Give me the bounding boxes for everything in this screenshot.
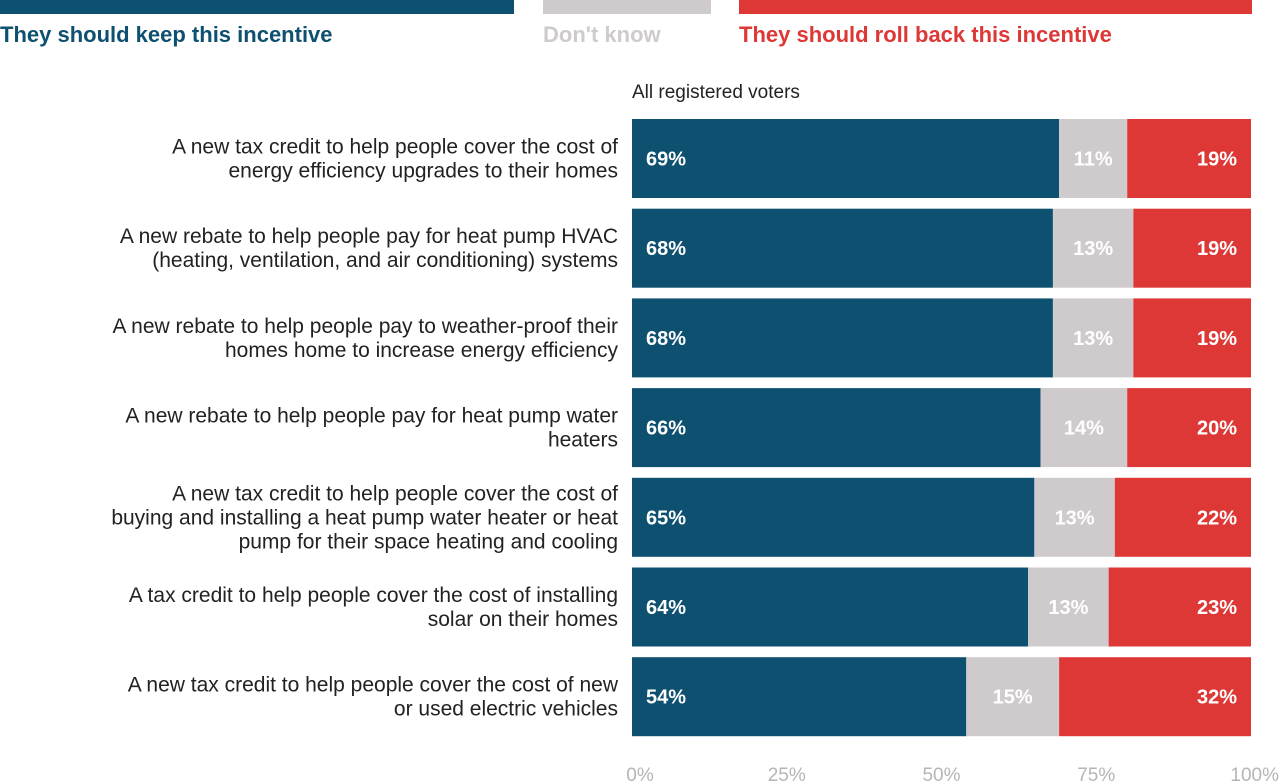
value-label-3-series-1: 14%: [1064, 418, 1104, 440]
category-label-4-line-2: pump for their space heating and cooling: [239, 530, 618, 553]
value-label-4-series-2: 22%: [1197, 507, 1237, 529]
chart-subtitle: All registered voters: [632, 82, 800, 103]
value-label-1-series-2: 19%: [1197, 238, 1237, 260]
category-label-4-line-0: A new tax credit to help people cover th…: [172, 482, 618, 505]
value-label-5-series-1: 13%: [1048, 597, 1088, 619]
category-label-5-line-1: solar on their homes: [428, 608, 618, 631]
bar-6-series-1: [966, 657, 1060, 737]
legend-label-2: They should roll back this incentive: [739, 22, 1112, 47]
bar-1-series-1: [1052, 208, 1134, 288]
value-label-4-series-1: 13%: [1055, 507, 1095, 529]
bar-4-series-0: [632, 477, 1035, 557]
bar-5-series-2: [1108, 567, 1251, 647]
bar-0-series-2: [1127, 119, 1251, 198]
bar-3-series-1: [1040, 388, 1128, 468]
legend-label-1: Don't know: [543, 22, 662, 47]
bar-5-series-0: [632, 567, 1029, 647]
category-label-1-line-1: (heating, ventilation, and air condition…: [152, 249, 618, 272]
legend-swatch-2: [739, 0, 1252, 14]
value-label-1-series-1: 13%: [1073, 238, 1113, 260]
value-label-1-series-0: 68%: [646, 238, 686, 260]
bar-4-series-1: [1034, 477, 1115, 557]
value-label-0-series-0: 69%: [646, 149, 686, 171]
bar-2-series-1: [1052, 298, 1134, 378]
x-tick-label-2: 50%: [922, 765, 960, 783]
category-label-3-line-0: A new rebate to help people pay for heat…: [125, 405, 618, 428]
legend-swatch-0: [0, 0, 514, 14]
category-label-3-line-1: heaters: [548, 429, 618, 452]
x-tick-label-0: 0%: [626, 765, 654, 783]
value-label-6-series-0: 54%: [646, 687, 686, 709]
legend: They should keep this incentive Don't kno…: [0, 0, 1252, 47]
category-label-0-line-0: A new tax credit to help people cover th…: [172, 136, 618, 159]
value-label-5-series-2: 23%: [1197, 597, 1237, 619]
x-axis: 0% 25% 50% 75% 100%: [626, 765, 1279, 783]
category-label-2-line-0: A new rebate to help people pay to weath…: [113, 315, 619, 338]
x-tick-label-4: 100%: [1230, 765, 1279, 783]
value-label-0-series-2: 19%: [1197, 149, 1237, 171]
bar-5-series-1: [1028, 567, 1109, 647]
legend-label-0: They should keep this incentive: [0, 22, 333, 47]
category-label-5-line-0: A tax credit to help people cover the co…: [129, 584, 618, 607]
legend-swatch-1: [543, 0, 711, 14]
value-label-2-series-2: 19%: [1197, 328, 1237, 350]
value-label-2-series-0: 68%: [646, 328, 686, 350]
category-label-6-line-0: A new tax credit to help people cover th…: [128, 674, 619, 697]
bar-4-series-2: [1114, 477, 1251, 557]
bar-6-series-2: [1059, 657, 1251, 737]
value-label-0-series-1: 11%: [1074, 149, 1113, 171]
bar-2-series-0: [632, 298, 1053, 378]
category-label-6-line-1: or used electric vehicles: [394, 698, 618, 721]
bar-3-series-0: [632, 388, 1041, 468]
x-tick-label-1: 25%: [768, 765, 806, 783]
bars: 69% 11% 19% 68% 13% 19% 68% 13% 19% 66% 14% 20% 65% 1…: [632, 119, 1251, 737]
value-label-3-series-2: 20%: [1197, 418, 1237, 440]
category-label-0-line-1: energy efficiency upgrades to their home…: [228, 160, 618, 183]
bar-1-series-0: [632, 208, 1053, 288]
bar-6-series-0: [632, 657, 967, 737]
value-label-4-series-0: 65%: [646, 507, 686, 529]
bar-0-series-1: [1059, 119, 1128, 198]
category-label-1-line-0: A new rebate to help people pay for heat…: [120, 225, 618, 248]
category-label-2-line-1: homes home to increase energy efficiency: [225, 339, 618, 362]
value-label-2-series-1: 13%: [1073, 328, 1113, 350]
bar-2-series-2: [1133, 298, 1251, 378]
category-labels: A new tax credit to help people cover th…: [111, 136, 619, 721]
value-label-5-series-0: 64%: [646, 597, 686, 619]
value-label-3-series-0: 66%: [646, 418, 686, 440]
value-label-6-series-1: 15%: [993, 687, 1033, 709]
bar-3-series-2: [1127, 388, 1251, 468]
bar-1-series-2: [1133, 208, 1251, 288]
x-tick-label-3: 75%: [1077, 765, 1115, 783]
bar-0-series-0: [632, 119, 1060, 198]
category-label-4-line-1: buying and installing a heat pump water …: [111, 506, 618, 529]
value-label-6-series-2: 32%: [1197, 687, 1237, 709]
